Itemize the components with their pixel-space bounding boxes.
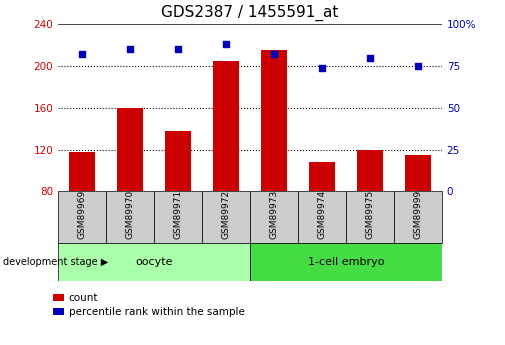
Bar: [69, 152, 95, 275]
Bar: [117, 108, 143, 275]
Bar: [58, 191, 106, 243]
Point: [174, 47, 182, 52]
Text: GSM89971: GSM89971: [174, 190, 182, 239]
Text: GSM89972: GSM89972: [222, 190, 230, 239]
Bar: [261, 50, 287, 275]
Bar: [250, 191, 298, 243]
Text: oocyte: oocyte: [135, 257, 173, 267]
Bar: [394, 191, 442, 243]
Bar: [58, 243, 250, 281]
Bar: [154, 191, 202, 243]
Bar: [298, 191, 346, 243]
Point: [270, 51, 278, 57]
Bar: [165, 131, 191, 275]
Text: GSM89999: GSM89999: [414, 190, 422, 239]
Bar: [202, 191, 250, 243]
Text: development stage ▶: development stage ▶: [3, 257, 108, 267]
Legend: count, percentile rank within the sample: count, percentile rank within the sample: [53, 293, 245, 317]
Text: GSM89970: GSM89970: [126, 190, 134, 239]
Bar: [106, 191, 154, 243]
Text: GSM89974: GSM89974: [318, 190, 326, 239]
Point: [78, 51, 86, 57]
Bar: [309, 162, 335, 275]
Title: GDS2387 / 1455591_at: GDS2387 / 1455591_at: [161, 5, 339, 21]
Bar: [346, 191, 394, 243]
Point: [366, 55, 374, 60]
Bar: [213, 61, 239, 275]
Point: [414, 63, 422, 69]
Text: 1-cell embryo: 1-cell embryo: [308, 257, 384, 267]
Point: [318, 65, 326, 70]
Bar: [357, 150, 383, 275]
Text: GSM89975: GSM89975: [366, 190, 374, 239]
Point: [126, 47, 134, 52]
Bar: [405, 155, 431, 275]
Text: GSM89973: GSM89973: [270, 190, 278, 239]
Text: GSM89969: GSM89969: [78, 190, 86, 239]
Point: [222, 41, 230, 47]
Bar: [250, 243, 442, 281]
